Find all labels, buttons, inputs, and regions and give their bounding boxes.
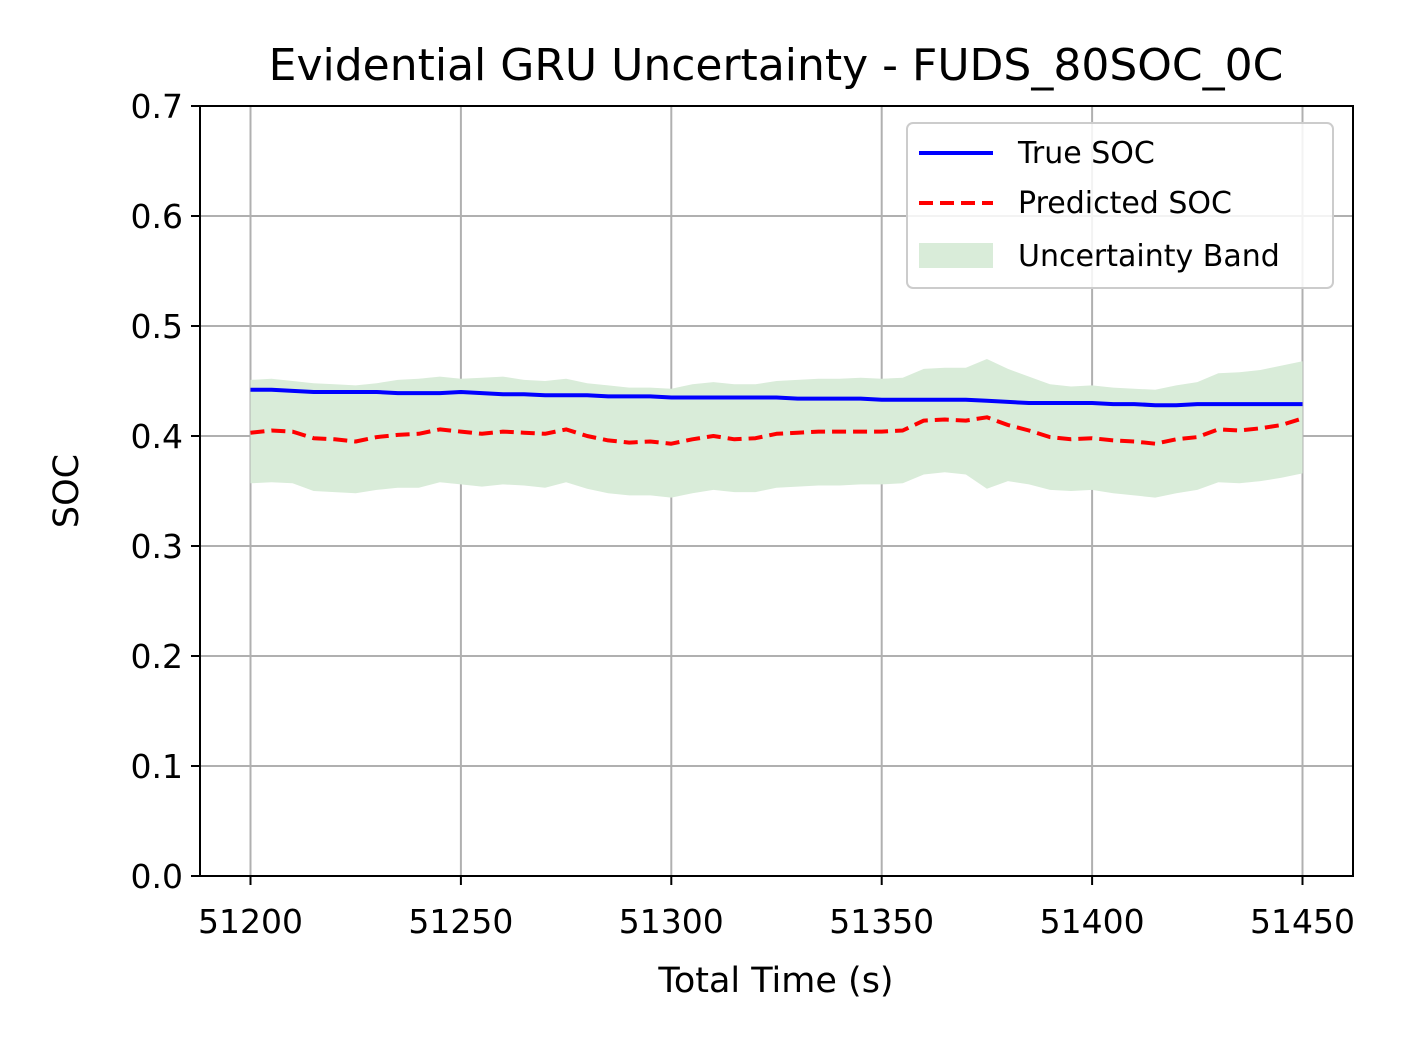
x-axis-label: Total Time (s) xyxy=(657,961,893,1001)
legend-predicted-soc-label: Predicted SOC xyxy=(1018,186,1232,221)
legend-uncertainty-band-swatch xyxy=(919,243,993,268)
y-tick-label-2: 0.2 xyxy=(131,637,183,676)
ticks: 51200 51250 51300 51350 51400 51450 0.0 0.1 0.2 0… xyxy=(131,87,1355,941)
chart-title: Evidential GRU Uncertainty - FUDS_80SOC_… xyxy=(269,40,1284,91)
x-tick-label-5: 51450 xyxy=(1250,902,1355,941)
x-tick-label-3: 51350 xyxy=(829,902,934,941)
y-axis-label: SOC xyxy=(47,454,87,528)
legend-uncertainty-band-label: Uncertainty Band xyxy=(1018,239,1280,274)
predicted-soc-line xyxy=(250,415,1304,446)
y-tick-label-4: 0.4 xyxy=(131,417,183,456)
x-tick-label-1: 51250 xyxy=(408,902,513,941)
y-tick-label-7: 0.7 xyxy=(131,87,183,126)
y-tick-label-3: 0.3 xyxy=(131,527,183,566)
legend: True SOC Predicted SOC Uncertainty Band xyxy=(906,122,1334,289)
y-tick-label-6: 0.6 xyxy=(131,197,183,236)
y-tick-label-1: 0.1 xyxy=(131,747,183,786)
legend-box xyxy=(906,122,1334,289)
x-tick-label-2: 51300 xyxy=(619,902,724,941)
true-soc-line xyxy=(250,387,1303,408)
x-tick-label-0: 51200 xyxy=(198,902,303,941)
y-tick-label-5: 0.5 xyxy=(131,307,183,346)
x-tick-label-4: 51400 xyxy=(1040,902,1145,941)
series-lines xyxy=(250,387,1304,446)
legend-true-soc-label: True SOC xyxy=(1017,136,1155,171)
y-tick-label-0: 0.0 xyxy=(131,857,183,896)
plot-frame xyxy=(199,105,1354,877)
